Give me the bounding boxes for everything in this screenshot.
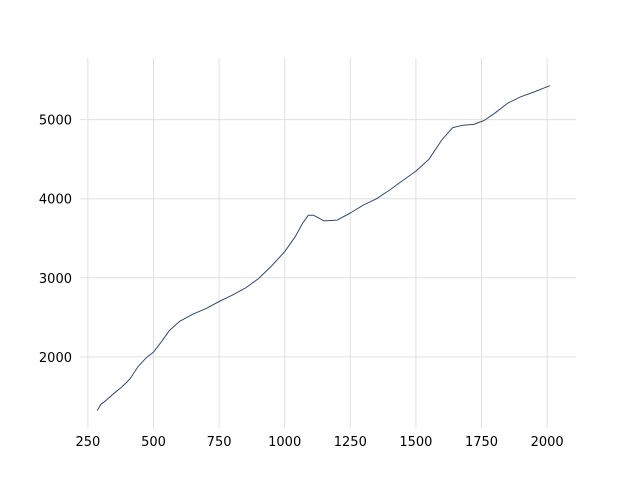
x-tick-label: 750 — [207, 435, 232, 450]
y-tick-label: 2000 — [39, 351, 72, 366]
x-tick-label: 1250 — [334, 435, 367, 450]
y-tick-label: 3000 — [39, 272, 72, 287]
series-line — [96, 85, 550, 411]
x-tick-label: 2000 — [531, 435, 564, 450]
x-axis-tick-labels: 250 500 750 1000 1250 1500 1750 2000 — [75, 435, 563, 450]
y-tick-label: 4000 — [39, 193, 72, 208]
y-tick-label: 5000 — [39, 114, 72, 129]
x-tick-label: 500 — [141, 435, 166, 450]
x-tick-label: 250 — [75, 435, 100, 450]
x-tick-label: 1750 — [465, 435, 498, 450]
x-tick-label: 1000 — [268, 435, 301, 450]
x-gridlines — [87, 58, 548, 428]
series-layer — [96, 85, 550, 411]
x-tick-label: 1500 — [399, 435, 432, 450]
y-axis-tick-labels: 2000 3000 4000 5000 — [39, 114, 72, 366]
y-gridlines — [80, 119, 576, 358]
